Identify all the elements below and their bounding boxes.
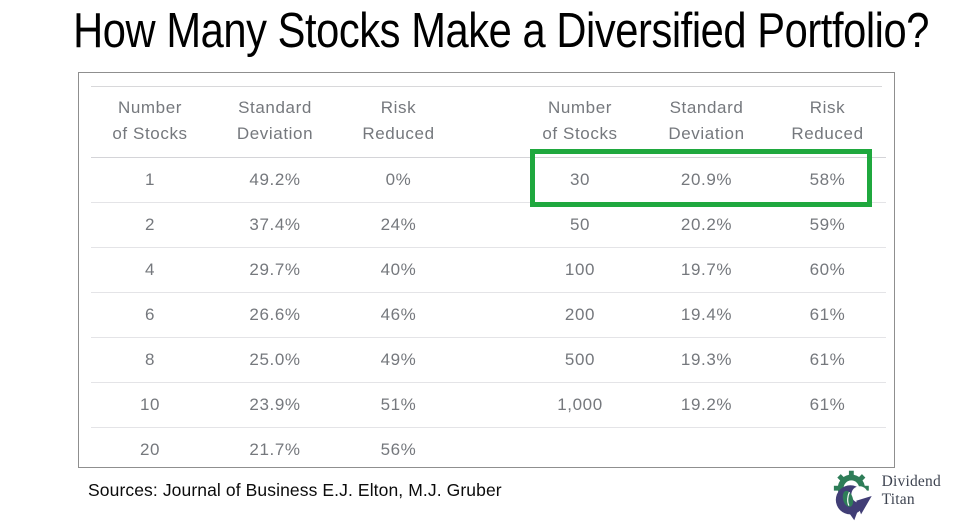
sources-note: Sources: Journal of Business E.J. Elton,… xyxy=(88,480,502,500)
table-row: 2 37.4% 24% 50 20.2% 59% xyxy=(91,202,886,247)
table-top-divider xyxy=(91,86,882,87)
table-row: 6 26.6% 46% 200 19.4% 61% xyxy=(91,292,886,337)
diversification-table: Number of Stocks Standard Deviation Risk… xyxy=(78,72,895,468)
brand-logo-text: Dividend Titan xyxy=(881,472,941,508)
table-row: 20 21.7% 56% xyxy=(91,427,886,472)
column-header-standard-deviation-right: Standard Deviation xyxy=(668,98,745,143)
column-gap xyxy=(456,95,516,157)
column-header-number-of-stocks: Number of Stocks xyxy=(112,98,188,143)
column-header-standard-deviation: Standard Deviation xyxy=(236,98,314,143)
table-row: 8 25.0% 49% 500 19.3% 61% xyxy=(91,337,886,382)
column-header-risk-reduced: Risk Reduced xyxy=(362,98,435,143)
page-title: How Many Stocks Make a Diversified Portf… xyxy=(73,4,929,58)
column-header-number-of-stocks-right: Number of Stocks xyxy=(542,98,618,143)
table-row: 4 29.7% 40% 100 19.7% 60% xyxy=(91,247,886,292)
table-row: 1 49.2% 0% 30 20.9% 58% xyxy=(91,157,886,202)
column-header-risk-reduced-right: Risk Reduced xyxy=(791,98,864,143)
dividend-titan-logo-icon xyxy=(833,470,872,521)
brand-logo: Dividend Titan xyxy=(830,468,975,521)
table-header-row: Number of Stocks Standard Deviation Risk… xyxy=(91,87,886,157)
table-row: 10 23.9% 51% 1,000 19.2% 61% xyxy=(91,382,886,427)
